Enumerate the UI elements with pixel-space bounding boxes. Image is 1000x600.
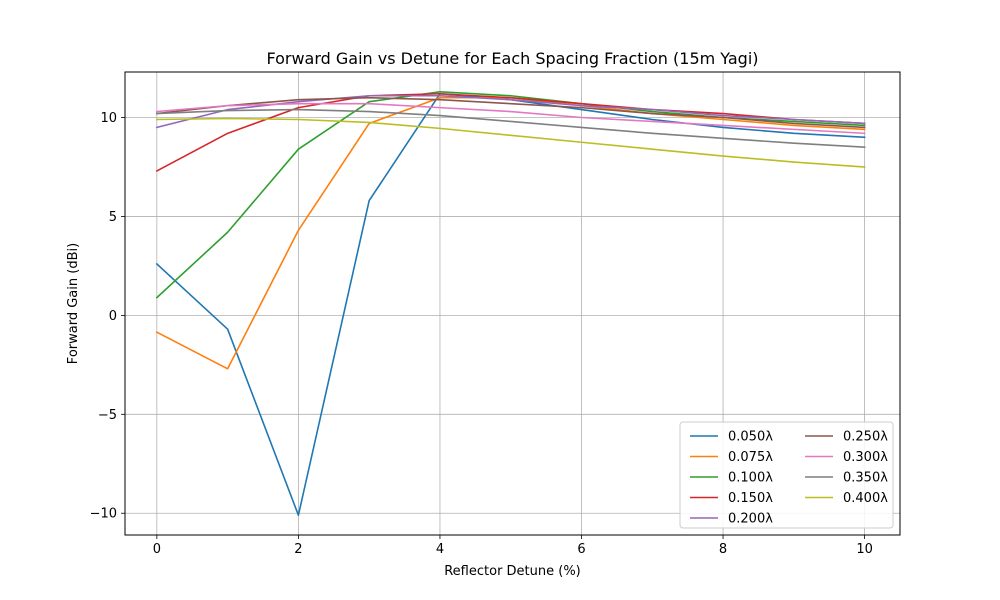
series-line-2	[155, 96, 866, 370]
legend-item: 0.050λ	[690, 430, 773, 445]
series-line-6	[155, 96, 866, 129]
legend-label: 0.200λ	[728, 512, 773, 527]
x-tick-label: 8	[719, 542, 727, 557]
legend-label: 0.150λ	[728, 491, 773, 506]
legend-item: 0.200λ	[690, 512, 773, 527]
legend-label: 0.075λ	[728, 450, 773, 465]
x-tick-label: 2	[294, 542, 302, 557]
legend-item: 0.250λ	[805, 430, 888, 445]
x-tick-label: 0	[153, 542, 161, 557]
chart-title: Forward Gain vs Detune for Each Spacing …	[266, 49, 758, 68]
series-line-9	[156, 117, 866, 168]
legend-label: 0.100λ	[728, 471, 773, 486]
y-axis: −10 −5 0 5 10	[90, 111, 125, 522]
x-tick-label: 6	[577, 542, 585, 557]
legend-item: 0.075λ	[690, 450, 773, 465]
legend-item: 0.400λ	[805, 491, 888, 506]
grid-lines	[125, 72, 900, 535]
legend-item: 0.350λ	[805, 471, 888, 486]
legend: 0.050λ 0.075λ 0.100λ 0.150λ 0.200λ 0.250λ 0.30…	[679, 421, 894, 529]
legend-box	[679, 421, 894, 529]
y-tick-label: 10	[100, 111, 117, 126]
x-tick-label: 4	[436, 542, 444, 557]
y-axis-label: Forward Gain (dBi)	[66, 243, 81, 364]
x-axis-label: Reflector Detune (%)	[444, 564, 581, 579]
series-line-7	[155, 102, 866, 135]
x-tick-label: 10	[856, 542, 873, 557]
legend-item: 0.300λ	[805, 450, 888, 465]
legend-label: 0.300λ	[843, 450, 888, 465]
legend-label: 0.050λ	[728, 430, 773, 445]
legend-label: 0.250λ	[843, 430, 888, 445]
legend-item: 0.150λ	[690, 491, 773, 506]
legend-label: 0.400λ	[843, 491, 888, 506]
series-line-8	[156, 108, 866, 149]
y-tick-label: −10	[90, 507, 117, 522]
y-tick-label: 0	[109, 309, 117, 324]
y-tick-label: −5	[98, 408, 117, 423]
plot-area-frame	[124, 71, 901, 536]
series-line-4	[155, 92, 866, 173]
y-tick-label: 5	[109, 210, 117, 225]
series-lines	[155, 90, 866, 517]
x-axis: 0 2 4 6 8 10	[153, 535, 873, 557]
legend-item: 0.100λ	[690, 471, 773, 486]
legend-label: 0.350λ	[843, 471, 888, 486]
